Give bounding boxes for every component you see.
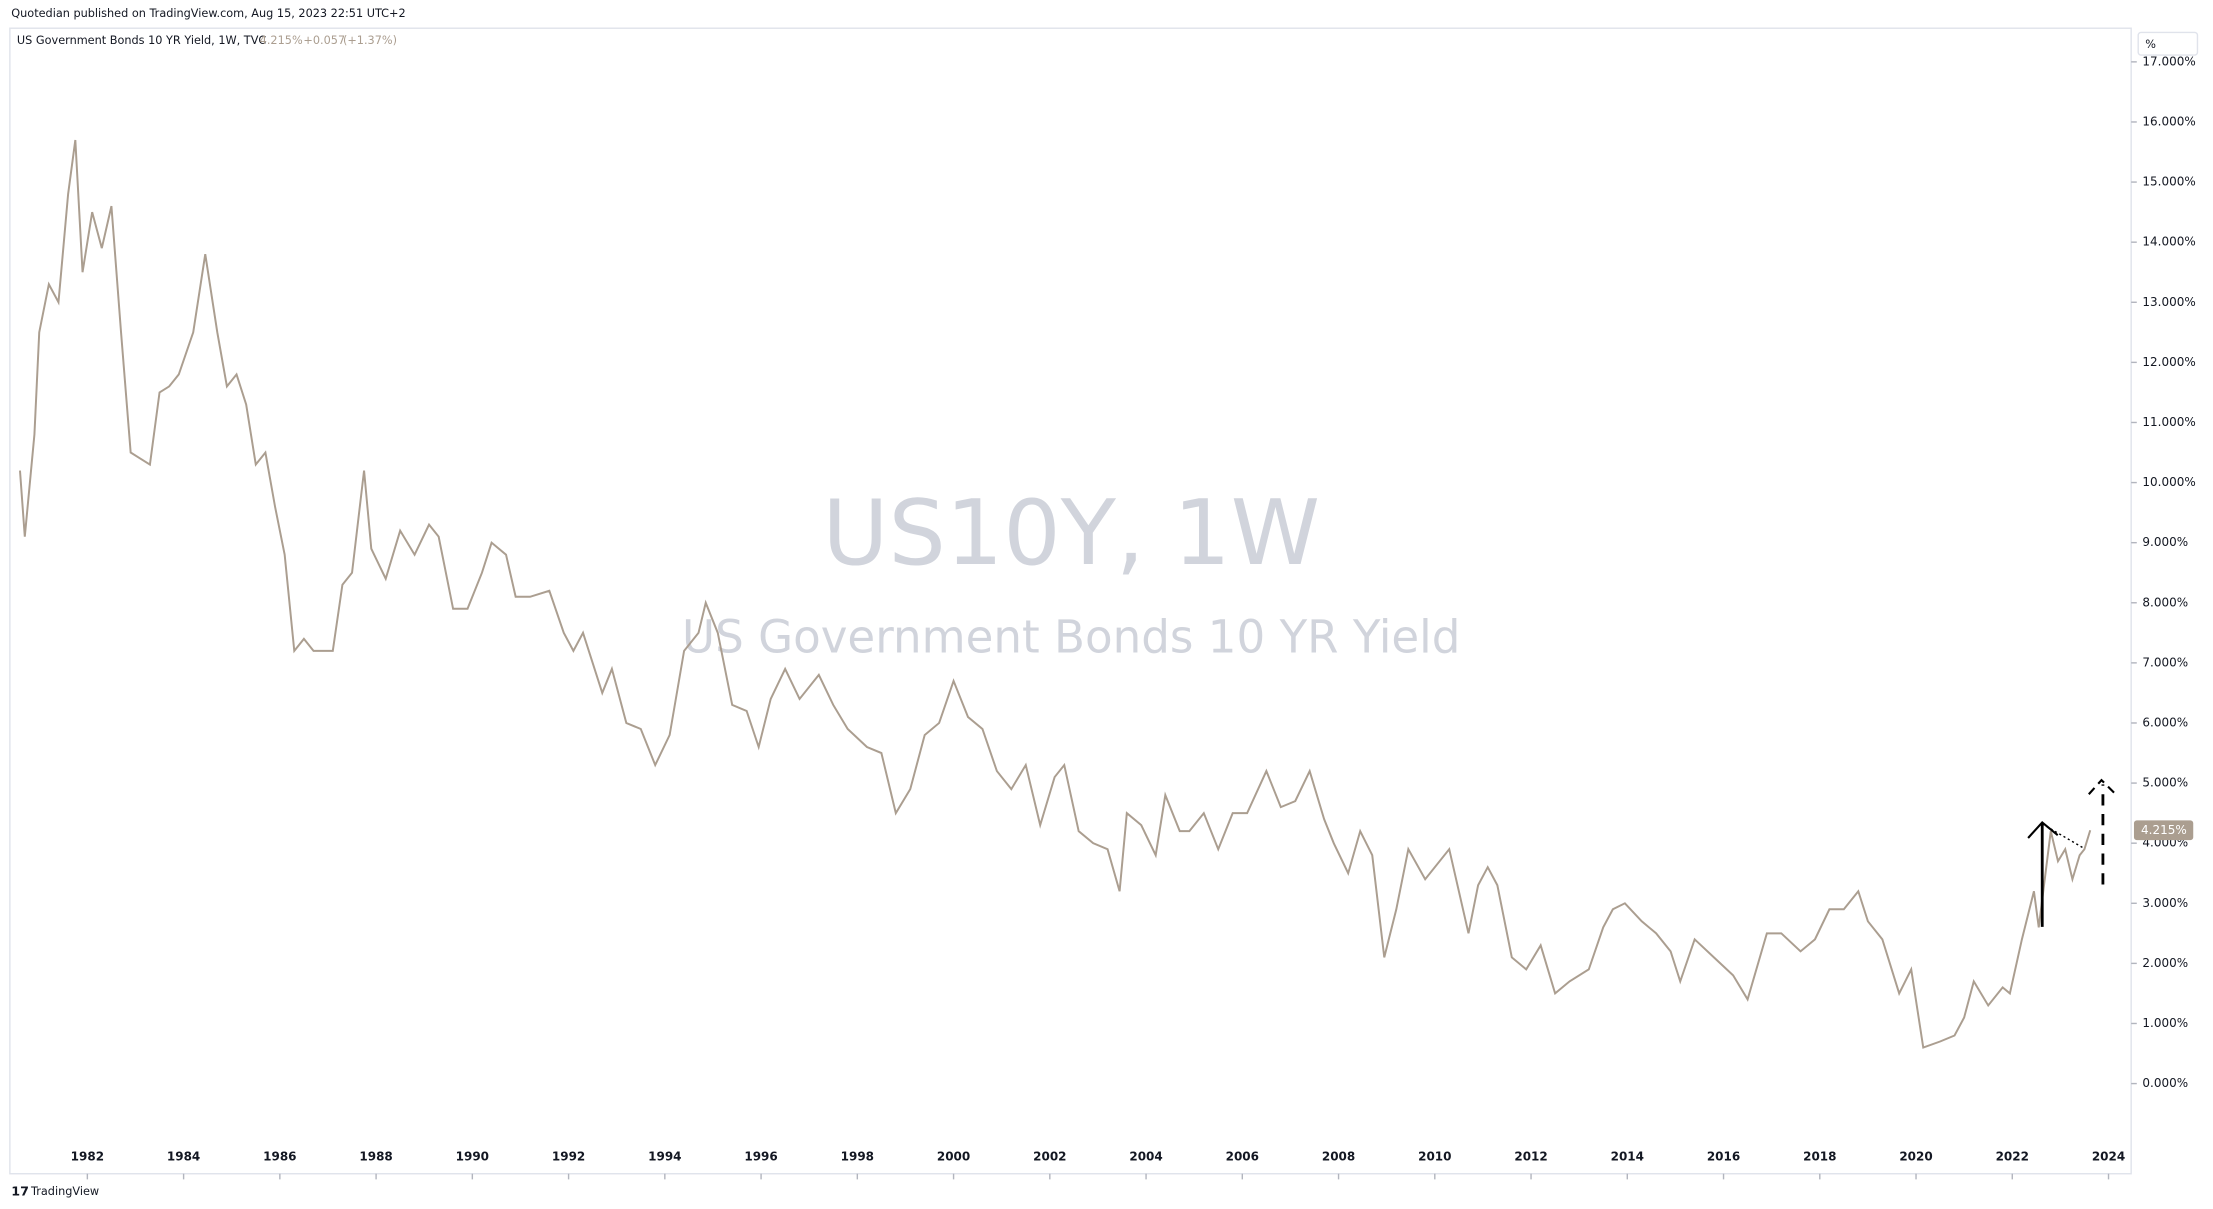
x-tick-label: 2018: [1803, 1149, 1836, 1163]
x-tick-label: 1994: [648, 1149, 681, 1163]
footer: TradingView: [30, 1185, 99, 1198]
logo: 17: [11, 1184, 29, 1199]
y-tick-label: 2.000%: [2142, 956, 2188, 970]
y-tick-label: 8.000%: [2142, 595, 2188, 609]
y-tick-label: 11.000%: [2142, 415, 2195, 429]
y-tick-label: 6.000%: [2142, 715, 2188, 729]
y-tick-label: 15.000%: [2142, 175, 2195, 189]
x-tick-label: 2006: [1226, 1149, 1259, 1163]
y-tick-label: 3.000%: [2142, 896, 2188, 910]
solid-arrow-head: [2027, 821, 2059, 839]
x-tick-label: 1988: [359, 1149, 392, 1163]
x-tick-label: 2000: [937, 1149, 970, 1163]
y-tick-label: 17.000%: [2142, 54, 2195, 68]
publisher: Quotedian published on TradingView.com, …: [11, 7, 405, 20]
y-tick-label: 12.000%: [2142, 355, 2195, 369]
last-price-box: [2133, 820, 2194, 841]
watermark-symbol: US10Y, 1W: [822, 481, 1320, 586]
y-tick-label: 7.000%: [2142, 655, 2188, 669]
x-tick-label: 1982: [71, 1149, 104, 1163]
y-tick-label: 14.000%: [2142, 235, 2195, 249]
x-tick-label: 2016: [1707, 1149, 1740, 1163]
plot-frame: [9, 27, 2132, 1175]
x-tick-label: 1984: [167, 1149, 200, 1163]
x-tick-label: 2004: [1129, 1149, 1162, 1163]
change: +0.057: [303, 34, 345, 47]
y-tick-label: 5.000%: [2142, 776, 2188, 790]
y-tick-label: 9.000%: [2142, 535, 2188, 549]
x-tick-label: 2012: [1514, 1149, 1547, 1163]
watermark-name: US Government Bonds 10 YR Yield: [682, 610, 1460, 663]
yield-line: [18, 139, 2092, 1049]
x-tick-label: 2014: [1611, 1149, 1644, 1163]
x-tick-label: 2020: [1899, 1149, 1932, 1163]
x-tick-label: 2010: [1418, 1149, 1451, 1163]
change-pct: (+1.37%): [343, 34, 397, 47]
x-tick-label: 1998: [841, 1149, 874, 1163]
x-tick-label: 1992: [552, 1149, 585, 1163]
unit-box[interactable]: [2137, 31, 2199, 56]
x-tick-label: 2022: [1996, 1149, 2029, 1163]
y-tick-label: 1.000%: [2142, 1016, 2188, 1030]
y-tick-label: 0.000%: [2142, 1076, 2188, 1090]
dashed-arrow-head: [2088, 778, 2117, 795]
last-price-header: 4.215%: [260, 34, 303, 47]
x-tick-label: 1986: [263, 1149, 296, 1163]
x-tick-label: 1990: [456, 1149, 489, 1163]
x-tick-label: 1996: [744, 1149, 777, 1163]
annotations: [2027, 778, 2117, 927]
x-tick-label: 2024: [2092, 1149, 2125, 1163]
y-tick-label: 10.000%: [2142, 475, 2195, 489]
symbol-title: US Government Bonds 10 YR Yield, 1W, TVC: [17, 34, 266, 47]
y-tick-label: 13.000%: [2142, 295, 2195, 309]
dotted-line: [2041, 823, 2084, 849]
last-price-label: 4.215%: [2141, 823, 2187, 837]
y-tick-label: 16.000%: [2142, 114, 2195, 128]
x-tick-label: 2008: [1322, 1149, 1355, 1163]
x-tick-label: 2002: [1033, 1149, 1066, 1163]
y-unit: %: [2145, 38, 2156, 51]
